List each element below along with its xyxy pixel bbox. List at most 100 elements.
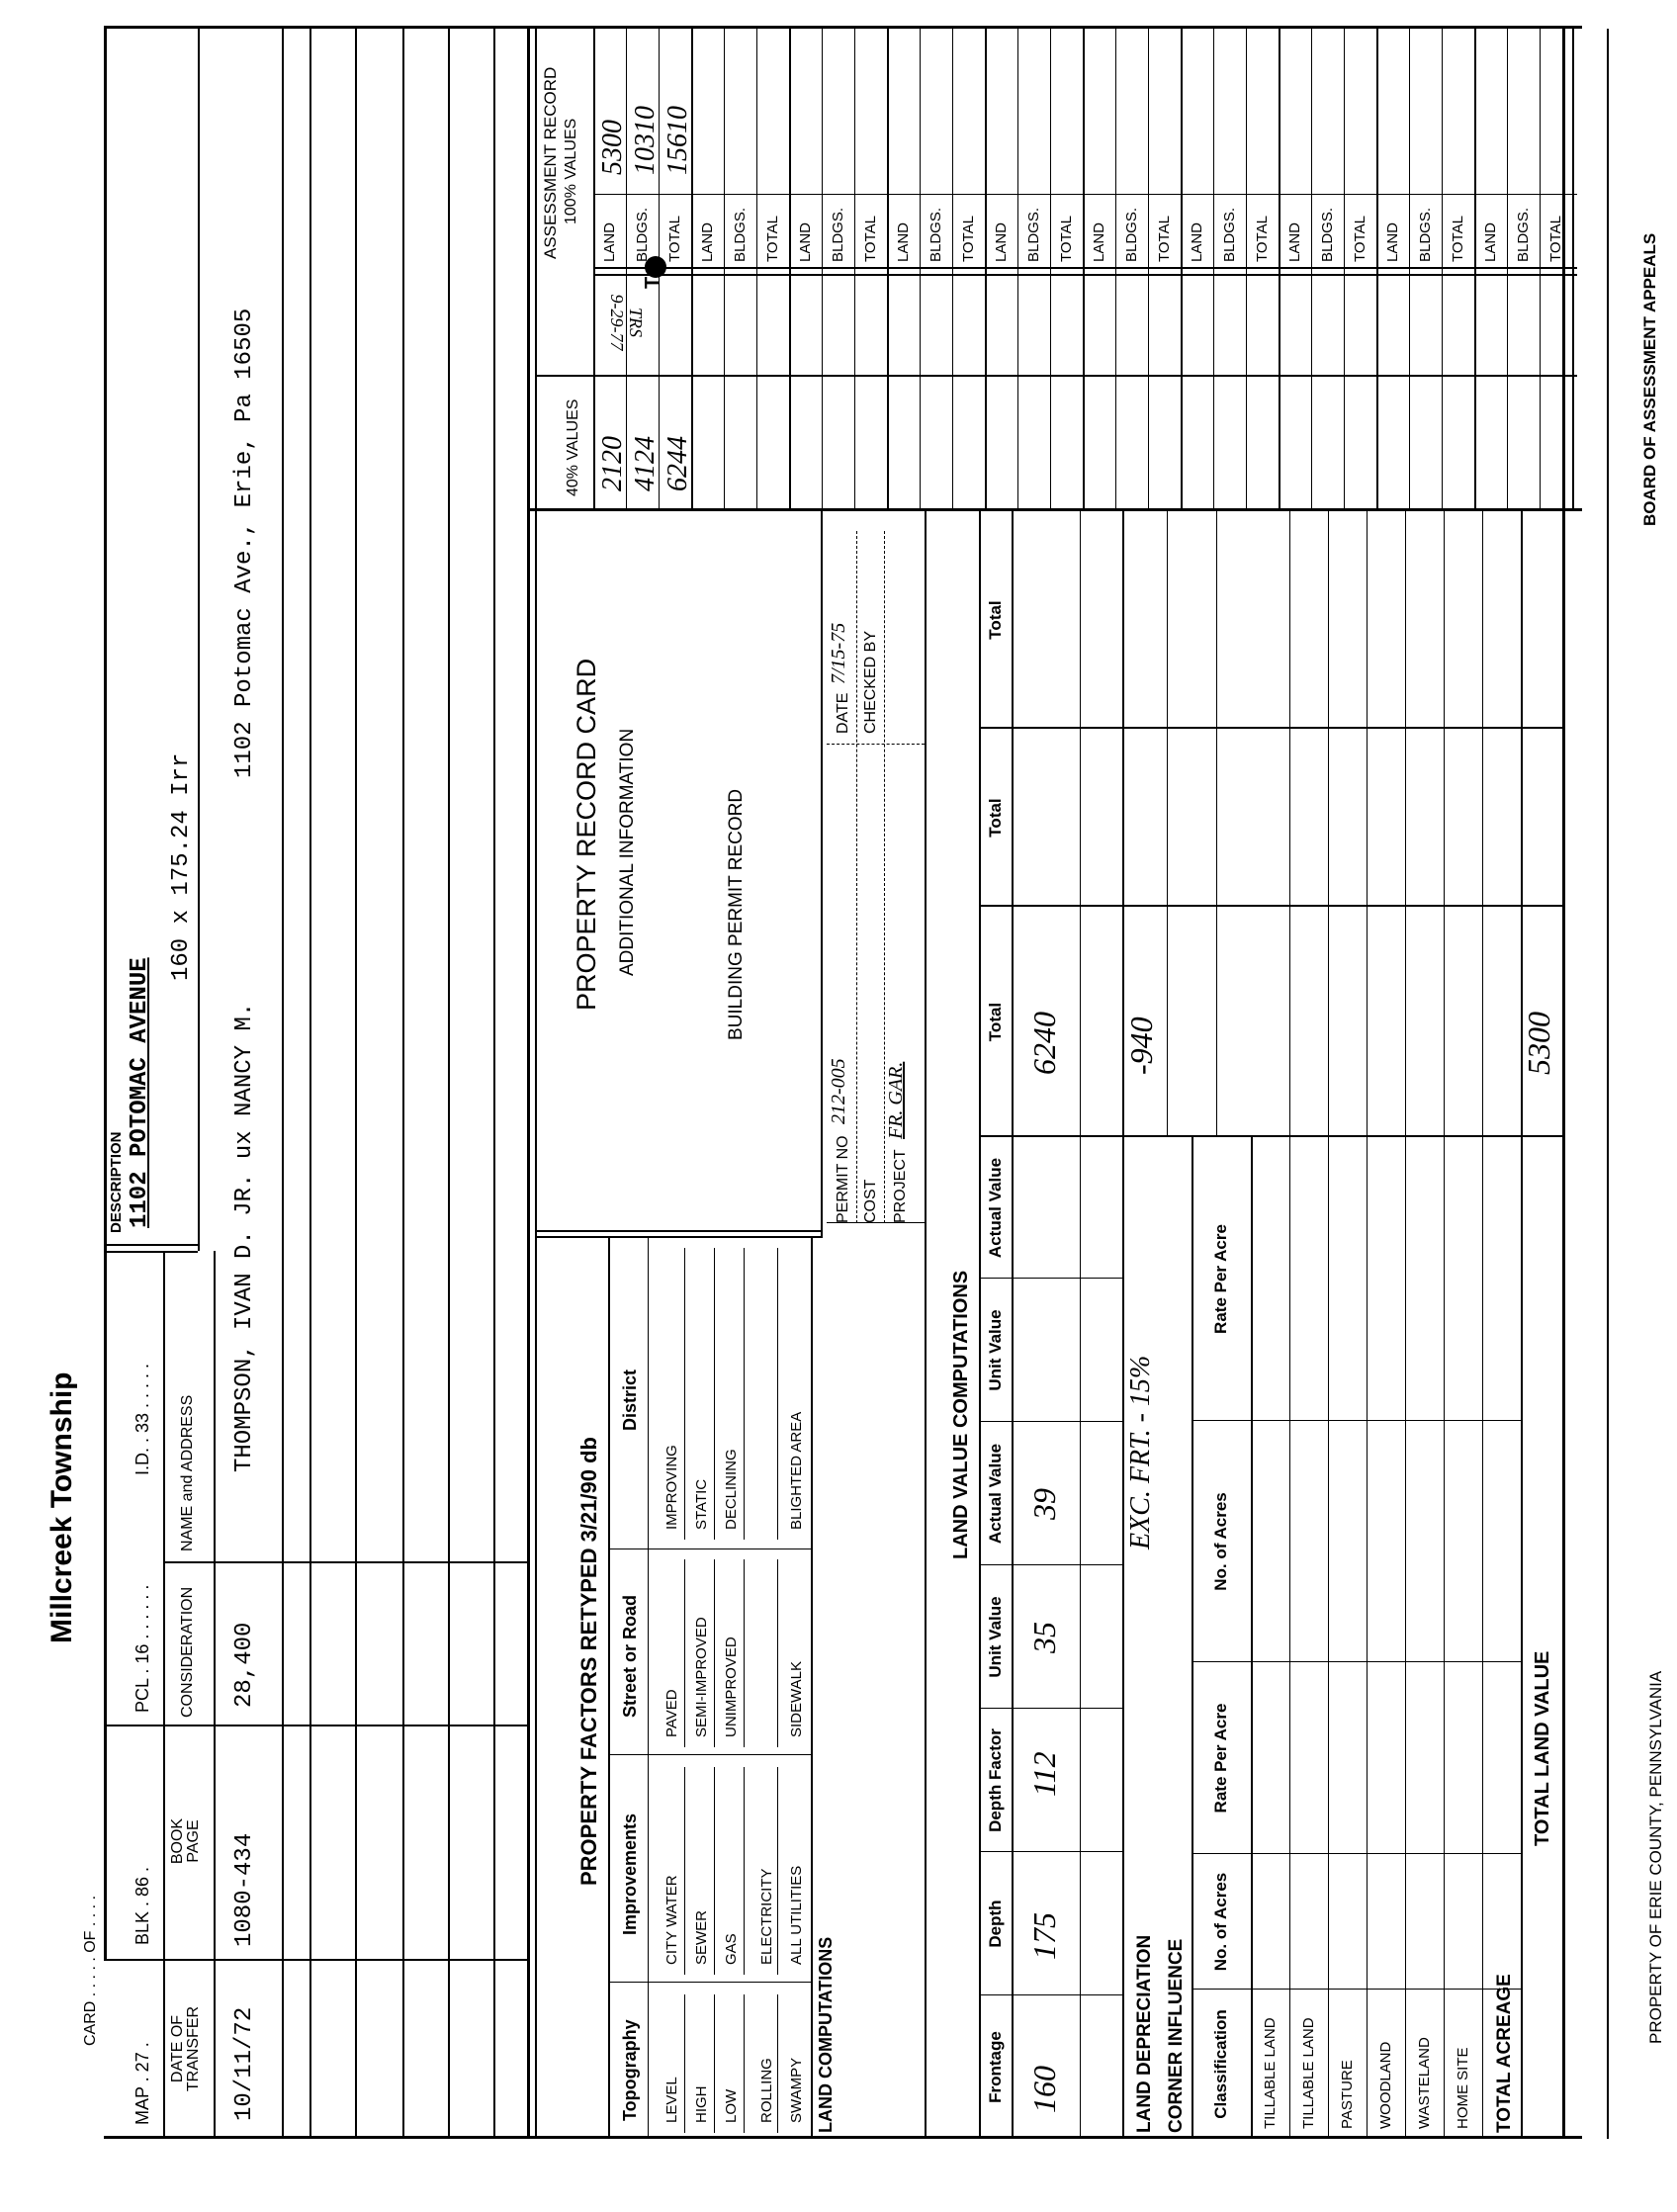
- land-value-column-header: Unit Value: [986, 1309, 1005, 1391]
- project-label: PROJECT: [892, 1149, 909, 1223]
- assessment-subtitle: 100% VALUES: [563, 118, 579, 224]
- classification-row-label: TILLABLE LAND: [1300, 2017, 1317, 2129]
- rule-line: [684, 1767, 685, 1975]
- rule-line: [198, 29, 200, 1251]
- assessment-row-label: BLDGS.: [1221, 207, 1238, 262]
- rule-line: [684, 1559, 685, 1747]
- topography-option: ROLLING: [758, 2058, 775, 2123]
- land-value-column-header: Total: [986, 1002, 1005, 1042]
- owner-name: THOMPSON, IVAN D. JR. ux NANCY M.: [231, 1002, 258, 1472]
- rule-line: [1311, 29, 1312, 511]
- assessment-row-label: TOTAL: [1450, 216, 1466, 262]
- date-of-transfer-header-line2: TRANSFER: [185, 2005, 202, 2092]
- district-option: STATIC: [693, 1478, 710, 1530]
- rule-line: [593, 274, 1577, 276]
- dashed-line: [856, 531, 857, 1223]
- rule-line: [535, 1230, 821, 1232]
- rule-line: [684, 1248, 685, 1540]
- street-road-header: Street or Road: [620, 1594, 640, 1718]
- rule-line: [1192, 1853, 1521, 1854]
- township-title: Millcreek Township: [45, 1371, 78, 1644]
- rule-line: [282, 29, 284, 2139]
- t-mark: T: [642, 276, 663, 289]
- land-value-column-header: Depth: [986, 1900, 1005, 1948]
- property-factors-title: PROPERTY FACTORS RETYPED 3/21/90 db: [576, 1437, 601, 1886]
- assessment-row-label: LAND: [1482, 221, 1499, 262]
- permit-no-label: PERMIT NO: [835, 1135, 851, 1223]
- rule-line: [854, 29, 855, 511]
- rule-line: [1216, 511, 1217, 1137]
- rule-line: [1474, 29, 1476, 511]
- assessment-row-label: TOTAL: [764, 216, 781, 262]
- id-number: I.D. . 33 . . . . .: [132, 1363, 152, 1475]
- assessed-land-value: 5300: [597, 120, 628, 175]
- total-land-value-label: TOTAL LAND VALUE: [1532, 1650, 1553, 1846]
- depreciation-note: EXC. FRT. - 15%: [1125, 1355, 1156, 1549]
- depth-factor-value: 112: [1026, 1751, 1062, 1797]
- rule-line: [1367, 511, 1368, 2139]
- improvement-option: SEWER: [693, 1909, 710, 1965]
- assessment-row-label: TOTAL: [1254, 216, 1271, 262]
- rule-line: [1572, 29, 1574, 511]
- improvements-header: Improvements: [620, 1813, 640, 1935]
- assessment-row-label: TOTAL: [666, 216, 683, 262]
- rule-line: [744, 1248, 745, 1540]
- street-option: PAVED: [663, 1689, 680, 1737]
- assessment-row-label: TOTAL: [1547, 216, 1564, 262]
- rule-line: [593, 194, 1577, 195]
- forty-buildings-value: 4124: [630, 436, 661, 491]
- book-header: BOOK: [169, 1817, 186, 1865]
- unit-value: 35: [1026, 1622, 1062, 1653]
- land-value-column-header: Depth Factor: [986, 1728, 1005, 1832]
- district-option: BLIGHTED AREA: [788, 1411, 805, 1530]
- rule-line: [1405, 511, 1406, 2139]
- rule-line: [1192, 1661, 1521, 1662]
- assessment-row-label: TOTAL: [862, 216, 879, 262]
- rule-line: [811, 1236, 813, 2139]
- rule-line: [402, 29, 404, 2139]
- rule-line: [593, 267, 1577, 269]
- description-label: DESCRIPTION: [108, 1131, 125, 1233]
- rule-line: [1482, 511, 1483, 2139]
- improvement-option: GAS: [723, 1933, 740, 1965]
- rule-line: [744, 1559, 745, 1747]
- street-option: SIDEWALK: [788, 1661, 805, 1737]
- topography-option: SWAMPY: [788, 2057, 805, 2123]
- district-option: IMPROVING: [663, 1445, 680, 1530]
- classification-column-header: No. of Acres: [1211, 1872, 1230, 1972]
- additional-information-label: ADDITIONAL INFORMATION: [617, 728, 638, 976]
- project-value: FR. GAR.: [885, 1061, 907, 1139]
- rule-line: [821, 511, 823, 1238]
- assessment-row-label: BLDGS.: [927, 207, 944, 262]
- rule-line: [744, 1994, 745, 2133]
- rule-line: [1192, 1420, 1521, 1421]
- building-permit-title: BUILDING PERMIT RECORD: [726, 788, 747, 1040]
- assessment-row-label: LAND: [1189, 221, 1205, 262]
- rule-line: [608, 1236, 610, 2139]
- forty-land-value: 2120: [597, 436, 628, 491]
- rule-line: [608, 1982, 811, 1983]
- rule-line: [1376, 29, 1378, 511]
- rule-line: [1521, 511, 1523, 2139]
- rule-line: [163, 1251, 165, 2139]
- rule-line: [104, 1244, 198, 1246]
- rule-line: [104, 29, 107, 1961]
- rule-line: [608, 1754, 811, 1755]
- rule-line: [777, 1994, 778, 2133]
- assessment-row-label: BLDGS.: [830, 207, 846, 262]
- block-number: BLK . 86 .: [132, 1866, 152, 1945]
- assessed-buildings-value: 10310: [630, 106, 661, 175]
- improvement-option: ALL UTILITIES: [788, 1865, 805, 1965]
- map-number: MAP . 27 .: [132, 2042, 152, 2125]
- rule-line: [104, 1725, 527, 1726]
- rule-line: [1213, 29, 1214, 511]
- assessment-row-label: LAND: [1384, 221, 1401, 262]
- assessment-row-label: TOTAL: [1352, 216, 1368, 262]
- owner-address: 1102 Potomac Ave., Erie, Pa 16505: [231, 308, 258, 778]
- classification-column-header: Rate Per Acre: [1211, 1703, 1230, 1814]
- rule-line: [163, 1561, 527, 1563]
- rule-line: [1148, 29, 1149, 511]
- rule-line: [1017, 29, 1018, 511]
- land-value-column-header: Actual Value: [986, 1443, 1005, 1545]
